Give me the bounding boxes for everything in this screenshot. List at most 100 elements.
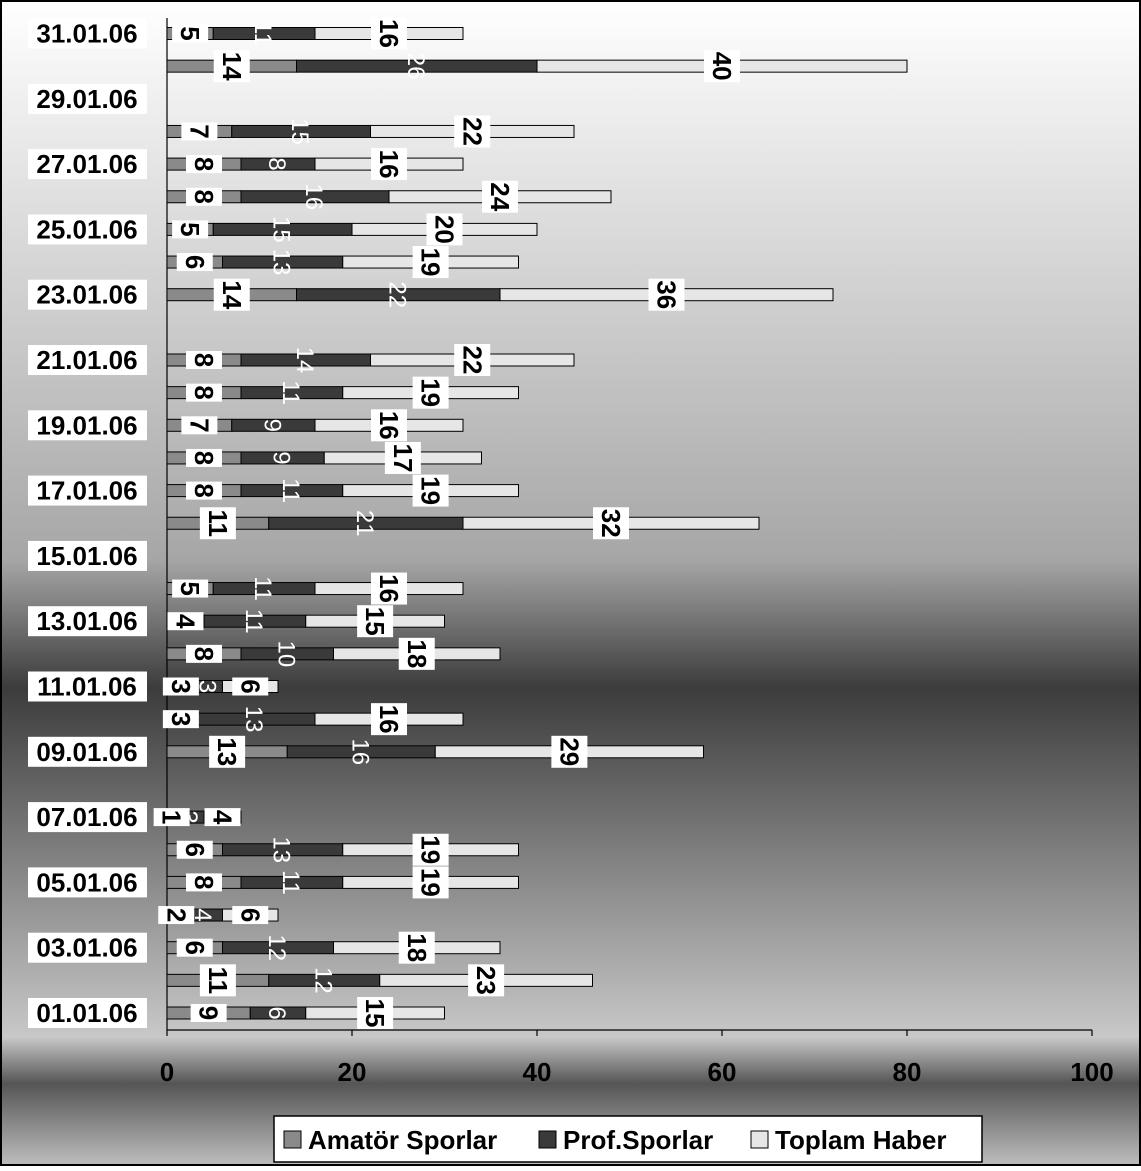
data-label-text: 4 bbox=[171, 614, 201, 629]
data-label-text: 8 bbox=[189, 385, 219, 399]
data-label-box bbox=[172, 24, 209, 43]
category-label-box bbox=[28, 736, 147, 767]
data-label: 11 bbox=[249, 576, 276, 601]
category-label-box bbox=[28, 802, 147, 833]
category-label-box bbox=[28, 18, 147, 49]
data-label-box bbox=[176, 253, 213, 272]
data-label-text: 9 bbox=[194, 1006, 224, 1020]
data-label-text: 4 bbox=[208, 810, 238, 825]
data-label-text: 5 bbox=[175, 222, 205, 236]
data-label: 13 bbox=[268, 249, 295, 276]
data-label-text: 13 bbox=[240, 706, 267, 733]
data-label: 11 bbox=[277, 478, 304, 503]
data-label: 14 bbox=[213, 50, 250, 83]
data-label-text: 16 bbox=[374, 705, 404, 734]
data-label-box bbox=[186, 351, 222, 369]
data-label-box bbox=[209, 735, 246, 768]
data-label: 8 bbox=[263, 157, 290, 170]
data-label: 3 bbox=[162, 677, 199, 696]
data-label: 16 bbox=[371, 572, 407, 605]
category-label: 11.01.06 bbox=[37, 672, 137, 702]
data-label-text: 15 bbox=[360, 607, 390, 636]
data-label-text: 1 bbox=[157, 810, 187, 824]
legend-swatch bbox=[750, 1130, 769, 1149]
data-label-box bbox=[232, 677, 269, 696]
data-label-box bbox=[384, 441, 421, 474]
data-label: 8 bbox=[186, 873, 222, 892]
category-label-box bbox=[28, 214, 147, 245]
category-label: 09.01.06 bbox=[36, 737, 137, 767]
data-label: 11 bbox=[199, 507, 236, 540]
data-label-box bbox=[186, 873, 222, 892]
data-label-box bbox=[199, 964, 236, 997]
data-label: 1 bbox=[153, 808, 190, 827]
data-label-text: 3 bbox=[166, 679, 196, 693]
category-label-box bbox=[28, 83, 147, 114]
data-label-box bbox=[186, 448, 222, 467]
data-label-text: 16 bbox=[374, 19, 404, 48]
data-label: 11 bbox=[277, 870, 304, 895]
data-label: 8 bbox=[186, 187, 222, 206]
data-label-text: 3 bbox=[166, 712, 196, 726]
data-label: 10 bbox=[272, 640, 299, 667]
data-label-box bbox=[186, 644, 222, 663]
data-label-text: 8 bbox=[189, 483, 219, 497]
data-label: 15 bbox=[268, 216, 295, 243]
data-label-text: 4 bbox=[189, 908, 216, 921]
data-label-text: 11 bbox=[249, 576, 276, 601]
data-label: 7 bbox=[181, 416, 218, 435]
data-label-box bbox=[181, 416, 218, 435]
data-label-text: 7 bbox=[184, 418, 214, 432]
data-label-box bbox=[357, 605, 394, 638]
data-label-box bbox=[371, 409, 407, 442]
data-label-text: 11 bbox=[277, 870, 304, 895]
category-label: 21.01.06 bbox=[36, 345, 137, 375]
data-label: 29 bbox=[551, 735, 588, 768]
data-label: 4 bbox=[204, 808, 241, 827]
data-label-text: 11 bbox=[240, 609, 267, 634]
data-label-box bbox=[186, 155, 222, 174]
data-label-box bbox=[412, 866, 449, 899]
data-label-text: 5 bbox=[175, 26, 205, 40]
data-label-text: 6 bbox=[180, 843, 210, 857]
data-label: 13 bbox=[209, 735, 246, 768]
legend: Amatör Sporlar Prof.Sporlar Toplam Haber bbox=[273, 1115, 983, 1163]
category-label: 23.01.06 bbox=[36, 280, 137, 310]
data-label-box bbox=[371, 148, 407, 181]
x-tick-labels: 0 20 40 60 80 100 bbox=[160, 1057, 1114, 1087]
data-label: 16 bbox=[346, 738, 373, 765]
category-label-box bbox=[28, 867, 147, 898]
data-label: 23 bbox=[468, 964, 505, 997]
data-label: 11 bbox=[240, 609, 267, 634]
data-label-text: 3 bbox=[194, 680, 221, 693]
data-label: 13 bbox=[240, 706, 267, 733]
data-label-box bbox=[176, 840, 213, 859]
data-label: 16 bbox=[300, 183, 327, 210]
data-label-box bbox=[232, 906, 269, 925]
data-label-box bbox=[412, 376, 449, 409]
data-label: 16 bbox=[371, 703, 407, 736]
category-label-box bbox=[28, 998, 147, 1028]
data-label-text: 22 bbox=[457, 346, 487, 375]
data-label: 19 bbox=[412, 833, 449, 866]
data-label: 3 bbox=[175, 810, 202, 823]
data-label-box bbox=[199, 507, 236, 540]
category-label: 17.01.06 bbox=[36, 476, 137, 506]
data-label: 3 bbox=[194, 680, 221, 693]
data-label-box bbox=[371, 17, 407, 50]
data-label-text: 16 bbox=[374, 150, 404, 179]
legend-label: Toplam Haber bbox=[775, 1125, 946, 1155]
data-label-box bbox=[468, 964, 505, 997]
data-label: 22 bbox=[454, 344, 491, 376]
data-label-box bbox=[186, 187, 222, 206]
data-label: 8 bbox=[186, 383, 222, 402]
data-label-box bbox=[648, 278, 685, 311]
data-label-box bbox=[186, 481, 222, 500]
category-labels: 01.01.06 03.01.06 05.01.06 07.01.06 09.01.06… bbox=[28, 18, 147, 1028]
data-label: 19 bbox=[412, 474, 449, 507]
data-label-text: 19 bbox=[416, 868, 446, 897]
data-label-box bbox=[454, 344, 491, 376]
data-label-text: 23 bbox=[471, 966, 501, 995]
data-label-text: 5 bbox=[175, 581, 205, 595]
category-label-box bbox=[28, 410, 147, 441]
